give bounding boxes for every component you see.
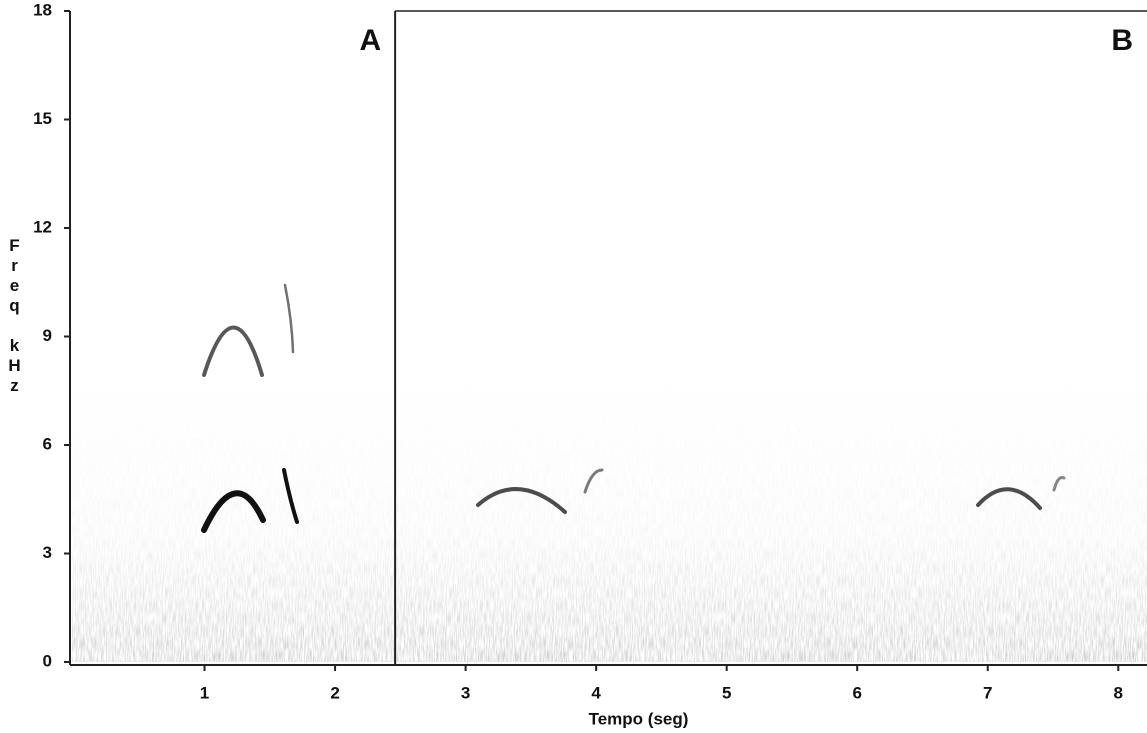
- y-tick-label: 18: [33, 0, 52, 19]
- background-noise: [72, 380, 1147, 662]
- x-tick-label: 7: [983, 683, 992, 702]
- y-tick-label: 0: [43, 651, 52, 670]
- y-tick-label: 9: [43, 326, 52, 345]
- x-tick-label: 5: [722, 683, 731, 702]
- panel-label: B: [1111, 24, 1133, 57]
- y-tick-label: 15: [33, 109, 52, 128]
- panel-label: A: [359, 24, 381, 57]
- y-tick-label: 3: [43, 543, 52, 562]
- y-tick-label: 6: [43, 434, 52, 453]
- y-axis-label: Freq kHz: [5, 236, 24, 396]
- x-tick-label: 2: [330, 683, 339, 702]
- x-tick-label: 1: [200, 683, 209, 702]
- y-tick-label: 12: [33, 217, 52, 236]
- x-axis-label: Tempo (seg): [589, 709, 689, 728]
- x-tick-label: 8: [1114, 683, 1123, 702]
- x-tick-label: 3: [461, 683, 470, 702]
- x-tick-label: 6: [852, 683, 861, 702]
- x-tick-label: 4: [591, 683, 601, 702]
- call-traces: [201, 283, 1066, 533]
